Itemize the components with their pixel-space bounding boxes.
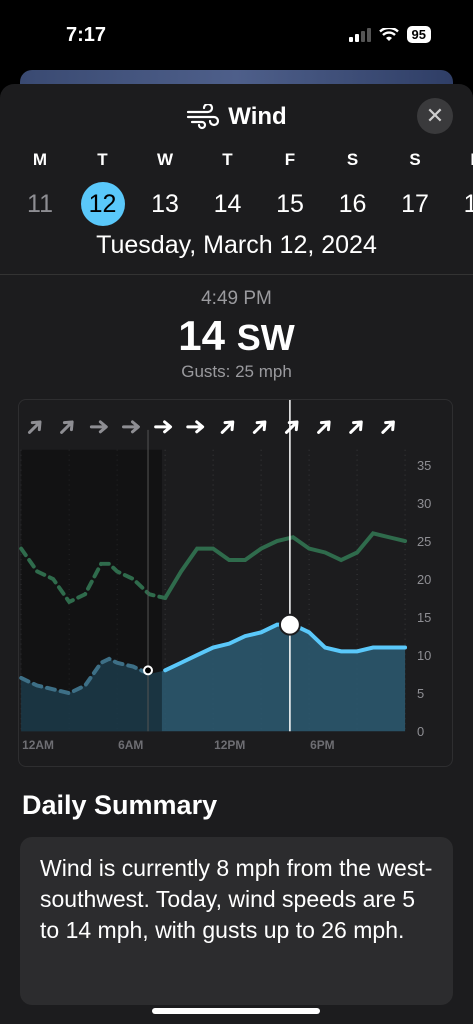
day-letter: T [97, 150, 108, 169]
arrow-shape [60, 420, 74, 434]
day-letter: T [222, 150, 233, 169]
wind-line-past [19, 656, 152, 696]
arrow-shape [220, 420, 235, 434]
day-number: 13 [151, 190, 179, 218]
reading-gusts: Gusts: 25 mph [181, 362, 292, 381]
arrow-shape [284, 420, 299, 434]
summary-card: Wind is currently 8 mph from the west-so… [20, 837, 453, 1005]
sheet-header: Wind [0, 98, 473, 136]
reading-time: 4:49 PM [201, 288, 272, 309]
y-tick-label: 20 [417, 572, 431, 587]
arrow-shape [381, 420, 395, 434]
direction-arrow-icon [381, 420, 395, 434]
day-number: 12 [80, 182, 125, 226]
close-button[interactable]: ✕ [417, 98, 453, 134]
x-tick-label: 6AM [118, 738, 143, 752]
divider [0, 274, 473, 275]
reading-speed: 14 SW [0, 312, 473, 360]
day-item[interactable]: M 11 [15, 150, 65, 226]
day-letter: W [156, 150, 174, 169]
close-icon: ✕ [425, 103, 445, 128]
now-marker [143, 665, 153, 676]
wifi-icon [378, 27, 399, 41]
home-indicator[interactable] [152, 1008, 320, 1014]
arrow-shape [154, 420, 173, 434]
direction-arrow-icon [220, 420, 235, 434]
day-number: 11 [27, 190, 53, 218]
y-tick-label: 30 [417, 496, 431, 511]
speed-value: 14 [178, 312, 226, 359]
direction-arrow-icon [122, 420, 140, 434]
direction-arrow-icon [317, 420, 331, 434]
direction-arrow-icon [252, 420, 267, 434]
status-icons: 95 [348, 26, 431, 43]
wind-sheet: Wind ✕ M 11 T 12 W 13 T 14 F 15 S 16 S 17 M 18 Tuesday,… [0, 84, 473, 1024]
day-number: 16 [338, 190, 367, 218]
direction-arrow-icon [60, 420, 74, 434]
arrow-shape [349, 420, 363, 434]
y-tick-label: 5 [417, 686, 424, 701]
arrow-shape [252, 420, 267, 434]
arrow-shape [122, 420, 140, 434]
day-item[interactable]: W 13 [140, 150, 190, 226]
day-number: 17 [401, 190, 429, 218]
wind-chart[interactable]: 35 30 25 20 15 10 5 0 12AM 6AM 12PM 6PM [18, 399, 453, 767]
sheet-title: Wind [228, 103, 287, 130]
day-item[interactable]: S 16 [328, 150, 378, 226]
wind-area [21, 624, 406, 732]
x-tick-label: 12AM [22, 738, 54, 752]
x-tick-label: 6PM [310, 738, 335, 752]
y-tick-label: 25 [417, 534, 431, 549]
wind-direction: SW [236, 317, 295, 358]
y-tick-label: 15 [417, 610, 431, 625]
arrow-shape [89, 420, 108, 434]
y-tick-label: 0 [417, 724, 424, 739]
day-item[interactable]: M 18 [453, 150, 473, 226]
y-tick-label: 35 [417, 458, 431, 473]
arrow-shape [186, 420, 205, 434]
arrow-shape [317, 420, 331, 434]
summary-title: Daily Summary [22, 790, 218, 820]
day-letter: S [346, 150, 359, 169]
day-number: 15 [276, 190, 304, 218]
status-time: 7:17 [66, 24, 107, 46]
status-bar: 7:17 95 [0, 0, 473, 70]
day-item[interactable]: T 12 [78, 150, 128, 226]
day-item[interactable]: T 14 [203, 150, 253, 226]
summary-text: Wind is currently 8 mph from the west-so… [40, 855, 433, 943]
direction-arrow-icon [284, 420, 299, 434]
direction-arrow-icon [89, 420, 108, 434]
direction-arrow-icon [349, 420, 363, 434]
y-tick-label: 10 [417, 648, 431, 663]
day-letter: M [32, 150, 48, 169]
wind-reading: 4:49 PM 14 SW Gusts: 25 mph [0, 288, 473, 382]
day-letter: M [453, 150, 473, 174]
direction-arrow-icon [186, 420, 205, 434]
wind-icon [187, 104, 220, 130]
arrow-shape [27, 420, 42, 434]
past-overlay [21, 449, 162, 732]
gusts-line [163, 531, 408, 601]
day-letter: F [284, 150, 296, 169]
direction-arrow-icon [154, 420, 173, 434]
gusts-line-past [19, 546, 168, 605]
day-letter: S [409, 150, 421, 169]
day-number: 18 [463, 190, 473, 218]
x-tick-label: 12PM [214, 738, 245, 752]
selected-point [278, 613, 301, 636]
day-item[interactable]: S 17 [390, 150, 440, 226]
selected-date: Tuesday, March 12, 2024 [96, 231, 377, 259]
direction-arrow-icon [27, 420, 42, 434]
day-picker: M 11 T 12 W 13 T 14 F 15 S 16 S 17 M 18 [0, 150, 473, 230]
day-number: 14 [213, 190, 242, 218]
day-item[interactable]: F 15 [265, 150, 315, 226]
battery-icon: 95 [406, 26, 431, 43]
cellular-signal-icon [348, 27, 371, 42]
